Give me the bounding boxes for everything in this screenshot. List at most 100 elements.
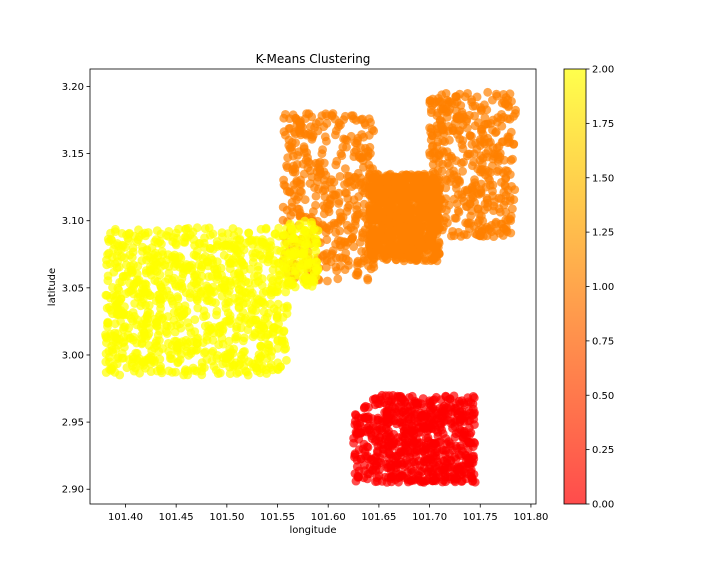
scatter-point xyxy=(124,310,134,320)
scatter-point xyxy=(243,370,253,380)
y-tick-label: 3.00 xyxy=(62,350,84,361)
scatter-point xyxy=(497,137,507,147)
scatter-point xyxy=(304,231,313,241)
scatter-point xyxy=(449,391,459,401)
y-axis-ticks: 2.90 2.95 3.00 3.05 3.10 3.15 3.20 xyxy=(62,82,90,496)
scatter-point xyxy=(171,367,181,377)
scatter-point xyxy=(462,123,472,133)
scatter-point xyxy=(414,428,424,437)
scatter-point xyxy=(183,366,193,376)
scatter-point xyxy=(442,175,451,185)
scatter-point xyxy=(151,296,161,306)
scatter-point xyxy=(451,92,461,101)
scatter-point xyxy=(339,134,348,144)
scatter-point xyxy=(153,238,163,248)
scatter-point xyxy=(113,353,123,362)
scatter-point xyxy=(397,222,407,231)
scatter-point xyxy=(439,456,448,466)
scatter-point xyxy=(166,354,175,363)
scatter-point xyxy=(320,192,330,202)
scatter-point xyxy=(120,253,129,263)
scatter-point xyxy=(290,168,300,177)
scatter-point xyxy=(234,302,244,312)
scatter-point xyxy=(453,190,463,200)
scatter-point xyxy=(162,321,172,331)
scatter-point xyxy=(228,255,237,265)
scatter-point xyxy=(258,240,268,249)
scatter-point xyxy=(197,260,207,270)
scatter-point xyxy=(352,455,362,465)
scatter-point xyxy=(266,290,276,300)
scatter-point xyxy=(173,292,182,302)
scatter-point xyxy=(460,92,470,102)
scatter-point xyxy=(444,122,453,131)
scatter-point xyxy=(332,156,342,166)
scatter-point xyxy=(234,227,243,236)
scatter-point xyxy=(483,87,493,97)
scatter-point xyxy=(300,195,310,205)
scatter-point xyxy=(274,265,284,275)
scatter-point xyxy=(147,355,157,365)
scatter-point xyxy=(142,312,152,322)
scatter-point xyxy=(300,216,310,226)
scatter-point xyxy=(225,276,235,286)
scatter-point xyxy=(501,99,510,109)
scatter-point xyxy=(173,357,183,367)
scatter-point xyxy=(437,121,446,131)
scatter-point xyxy=(186,349,196,358)
colorbar-tick-label: 1.25 xyxy=(592,228,614,239)
scatter-point xyxy=(428,230,438,240)
scatter-point xyxy=(412,255,422,264)
scatter-point xyxy=(145,291,155,300)
scatter-point xyxy=(118,338,128,348)
scatter-point xyxy=(272,313,282,323)
scatter-point xyxy=(429,154,439,164)
scatter-point xyxy=(331,228,341,237)
scatter-point xyxy=(386,474,396,483)
scatter-point xyxy=(197,366,207,376)
scatter-point xyxy=(380,196,389,206)
scatter-point xyxy=(257,274,267,284)
scatter-point xyxy=(476,185,485,195)
scatter-point xyxy=(414,221,423,230)
scatter-point xyxy=(128,243,138,253)
scatter-point xyxy=(397,237,407,247)
scatter-point xyxy=(239,333,249,343)
scatter-point xyxy=(223,297,233,307)
scatter-point xyxy=(476,106,486,116)
scatter-point xyxy=(284,124,294,133)
scatter-point xyxy=(262,369,271,378)
scatter-point xyxy=(491,219,500,229)
x-tick-label: 101.55 xyxy=(260,512,295,523)
scatter-point xyxy=(457,477,466,486)
scatter-point xyxy=(212,310,221,320)
scatter-point xyxy=(243,325,253,335)
scatter-point xyxy=(112,334,121,344)
scatter-point xyxy=(182,306,192,316)
scatter-point xyxy=(264,340,274,350)
scatter-point xyxy=(481,165,491,175)
scatter-point xyxy=(182,260,191,269)
scatter-point xyxy=(328,246,338,256)
scatter-point xyxy=(355,418,365,428)
scatter-point xyxy=(384,403,394,412)
scatter-point xyxy=(441,89,451,98)
scatter-point xyxy=(461,202,471,211)
scatter-point xyxy=(362,442,372,451)
scatter-point xyxy=(285,187,294,197)
scatter-point xyxy=(257,342,266,352)
scatter-point xyxy=(470,175,479,185)
scatter-point xyxy=(313,126,323,136)
scatter-point xyxy=(468,161,477,171)
scatter-point xyxy=(427,131,437,141)
scatter-point xyxy=(244,278,254,288)
scatter-point xyxy=(205,244,215,253)
scatter-point xyxy=(322,136,331,146)
scatter-point xyxy=(322,235,332,245)
scatter-point xyxy=(135,292,145,302)
scatter-point xyxy=(375,425,385,434)
scatter-point xyxy=(307,172,317,182)
scatter-point xyxy=(475,141,485,151)
scatter-point xyxy=(187,281,196,291)
scatter-point xyxy=(423,242,433,252)
